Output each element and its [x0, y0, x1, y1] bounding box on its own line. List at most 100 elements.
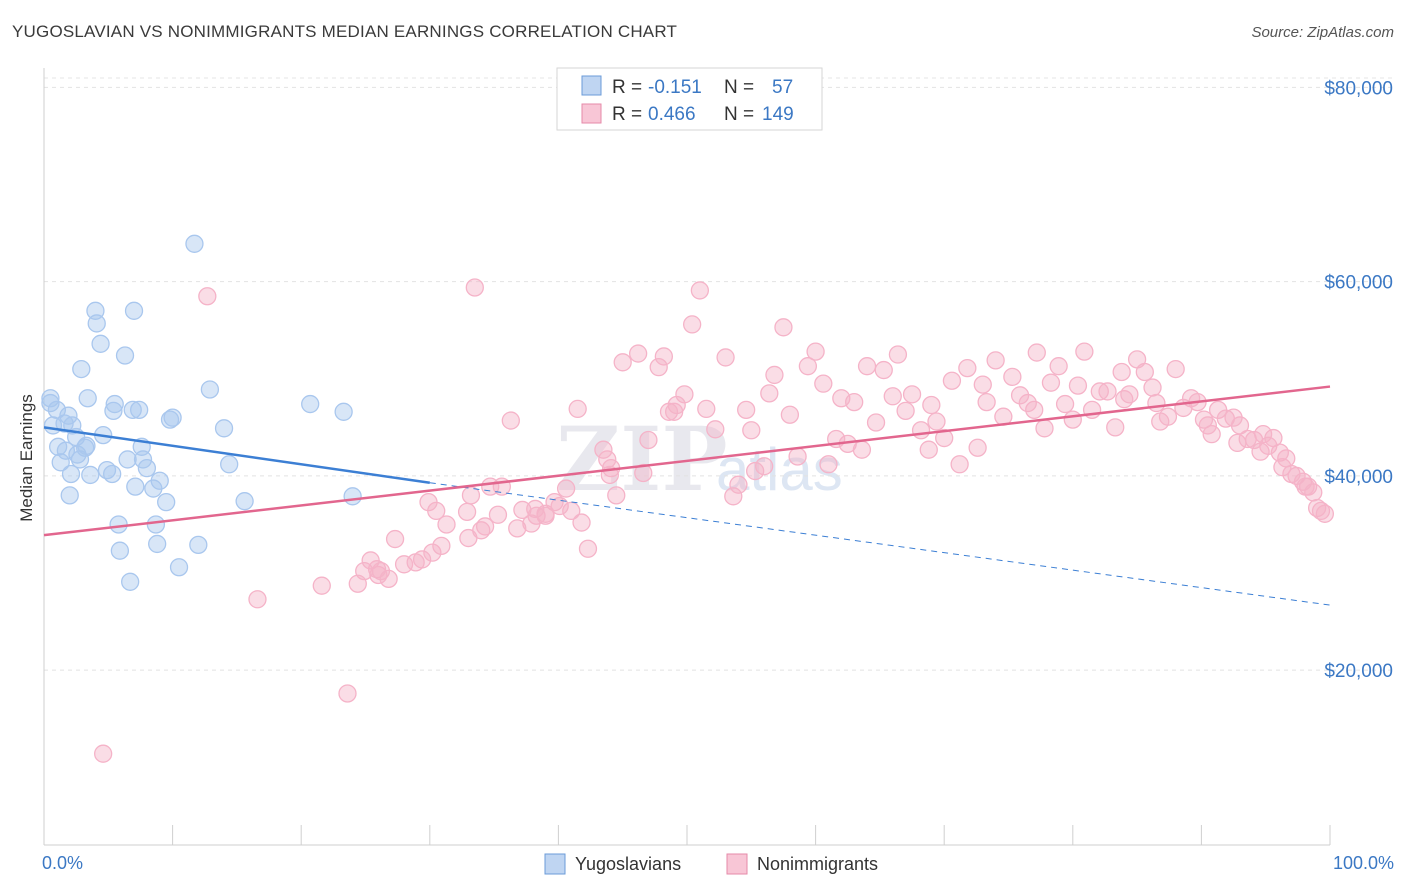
data-point [465, 278, 484, 297]
data-point [556, 479, 576, 498]
data-point [1296, 477, 1315, 496]
data-point [973, 375, 992, 394]
data-point [1253, 425, 1273, 444]
data-point [1027, 343, 1046, 362]
legend-r-label-2: R = [612, 104, 642, 125]
data-point [60, 486, 79, 505]
data-point [235, 492, 254, 511]
data-point [866, 413, 886, 432]
data-point [1090, 382, 1109, 401]
data-point [927, 412, 946, 431]
grid-lines [44, 77, 1394, 671]
data-point [613, 353, 632, 372]
data-point [902, 385, 922, 404]
data-point [1112, 362, 1131, 382]
data-point [896, 401, 915, 421]
data-point [81, 465, 100, 485]
data-point [950, 455, 969, 474]
data-point [163, 408, 182, 427]
data-point [1003, 367, 1022, 387]
trend-line-yugoslavians-extension [429, 482, 1331, 606]
data-point [598, 450, 617, 469]
data-point [1230, 416, 1250, 435]
data-point [87, 314, 106, 333]
data-point [526, 499, 545, 519]
data-point [942, 371, 962, 390]
data-point [857, 357, 877, 376]
page-title: YUGOSLAVIAN VS NONIMMIGRANTS MEDIAN EARN… [12, 22, 678, 41]
data-point [1147, 393, 1166, 413]
data-point [729, 475, 748, 494]
data-point [968, 438, 987, 457]
data-point [118, 450, 137, 469]
data-point [104, 401, 123, 421]
data-point [200, 380, 220, 399]
data-point [1120, 385, 1139, 404]
data-point [958, 358, 977, 378]
data-point [1106, 418, 1125, 437]
data-point [338, 684, 357, 703]
data-point [72, 359, 91, 379]
data-point [724, 487, 743, 506]
legend-swatch-nonimmigrants [581, 103, 602, 124]
data-point [919, 440, 938, 459]
data-point [508, 519, 527, 538]
data-point [1025, 400, 1044, 420]
data-point [594, 440, 613, 459]
data-point [675, 385, 694, 404]
data-point [123, 400, 142, 420]
y-tick-label: $40,000 [1324, 467, 1393, 488]
data-point [935, 428, 954, 448]
x-ticks [43, 825, 1331, 845]
data-point [774, 318, 793, 337]
data-point [41, 393, 60, 413]
data-point [457, 502, 477, 522]
data-point [394, 555, 414, 574]
data-point [157, 492, 176, 512]
data-point [369, 565, 388, 585]
data-point [536, 504, 555, 523]
data-point [94, 744, 113, 763]
data-point [737, 400, 756, 420]
data-point [888, 345, 908, 364]
data-point [780, 405, 800, 424]
data-point [852, 440, 872, 459]
data-point [61, 464, 81, 484]
data-point [755, 457, 774, 476]
data-point [682, 315, 702, 334]
data-point [133, 450, 153, 469]
data-point [1143, 378, 1162, 397]
data-point [501, 411, 520, 430]
data-point [185, 234, 204, 253]
data-point [1010, 386, 1030, 405]
data-point [1198, 416, 1217, 435]
data-point [1055, 394, 1075, 414]
data-point [607, 486, 626, 505]
data-point [1158, 407, 1178, 426]
data-point [91, 334, 110, 353]
data-point [649, 357, 668, 377]
data-point [706, 420, 725, 439]
data-point [334, 402, 353, 421]
series-legend: Yugoslavians Nonimmigrants [544, 853, 878, 875]
data-point [690, 281, 710, 300]
y-axis-title: Median Earnings [17, 394, 36, 522]
data-point [1273, 458, 1292, 477]
bottom-legend-label-yugoslavians: Yugoslavians [575, 854, 681, 874]
data-point [716, 348, 735, 367]
data-point [765, 365, 784, 385]
trend-lines [43, 385, 1331, 606]
legend-n-label-2: N = [724, 104, 754, 125]
data-point [115, 346, 135, 365]
data-point [986, 351, 1005, 370]
trend-line-nonimmigrants [43, 385, 1331, 537]
legend-swatch-yugoslavians [581, 75, 602, 96]
data-point [883, 387, 902, 406]
data-point [214, 419, 234, 438]
data-point [198, 287, 217, 306]
data-point [78, 389, 97, 408]
data-point [572, 513, 591, 532]
data-point [1228, 433, 1247, 453]
data-point [427, 501, 446, 521]
